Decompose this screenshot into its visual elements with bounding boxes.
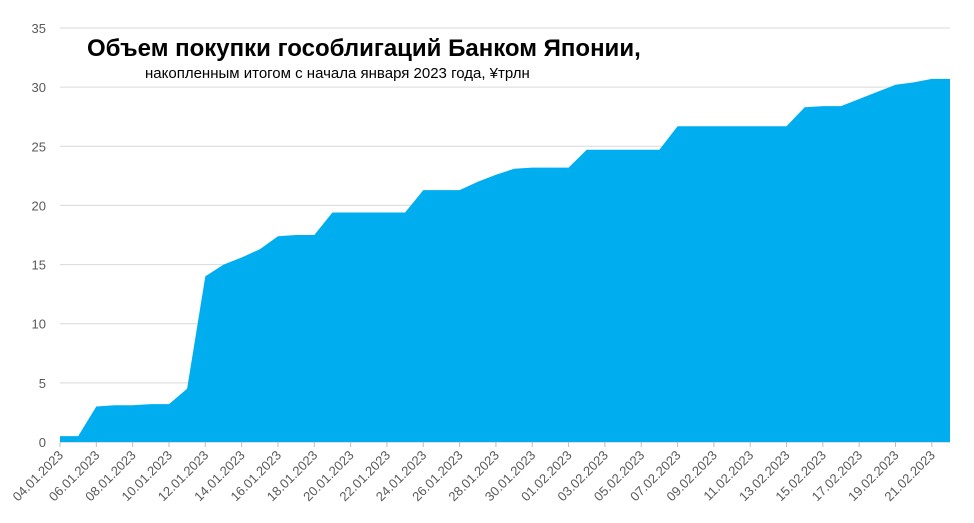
y-axis-ticks: 0 5 10 15 20 25 30 35 <box>32 21 46 450</box>
chart-title: Объем покупки гособлигаций Банком Японии… <box>87 35 641 62</box>
y-tick-label: 35 <box>32 21 46 36</box>
y-tick-label: 5 <box>39 376 46 391</box>
y-tick-label: 15 <box>32 258 46 273</box>
y-tick-label: 25 <box>32 139 46 154</box>
y-tick-label: 30 <box>32 80 46 95</box>
y-tick-label: 20 <box>32 198 46 213</box>
cumulative-area <box>60 78 950 443</box>
y-tick-label: 10 <box>32 317 46 332</box>
x-axis-ticks: 04.01.202306.01.202308.01.202310.01.2023… <box>9 442 938 504</box>
chart-subtitle: накопленным итогом с начала января 2023 … <box>145 65 530 82</box>
y-tick-label: 0 <box>39 435 46 450</box>
